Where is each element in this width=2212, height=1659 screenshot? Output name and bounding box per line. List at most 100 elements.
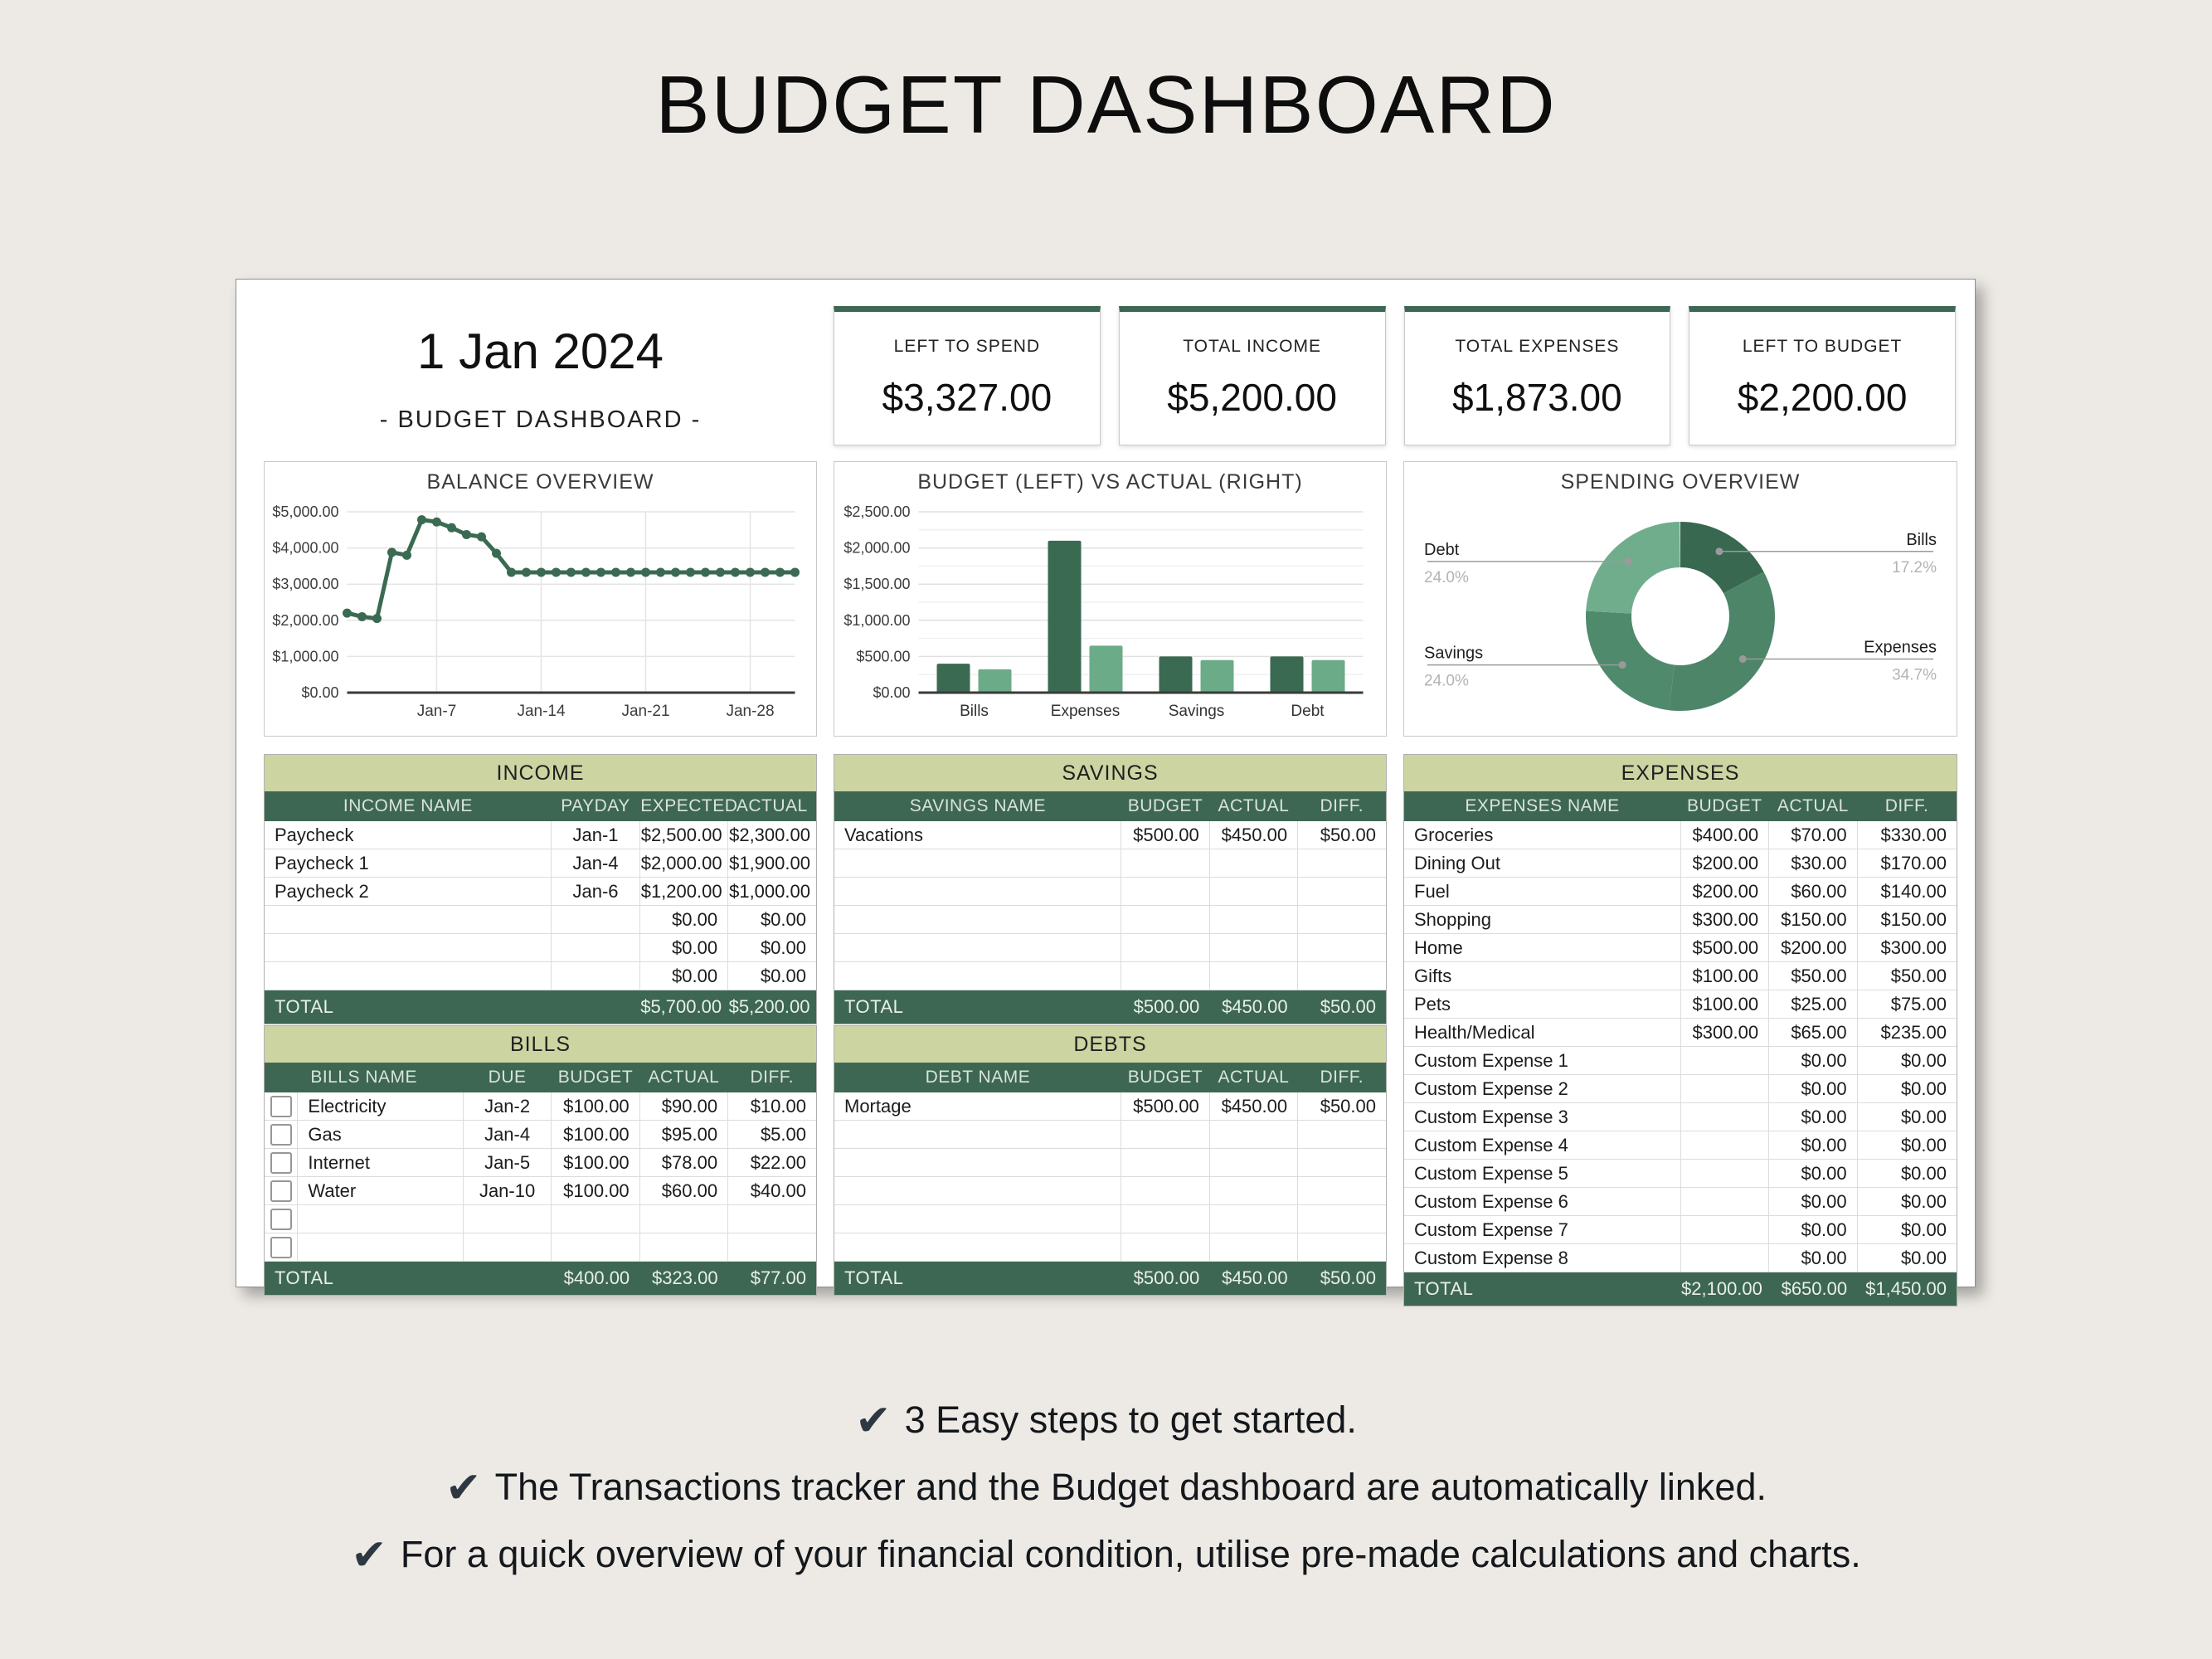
table-cell[interactable]: Custom Expense 7	[1404, 1215, 1681, 1244]
table-cell[interactable]	[834, 1233, 1122, 1262]
table-cell[interactable]: $100.00	[1680, 990, 1770, 1019]
table-cell[interactable]: $22.00	[727, 1148, 816, 1177]
table-cell[interactable]: $0.00	[639, 905, 729, 934]
table-cell[interactable]: $65.00	[1768, 1018, 1858, 1047]
table-cell[interactable]: $100.00	[551, 1176, 640, 1205]
table-cell[interactable]: Mortage	[834, 1092, 1122, 1121]
table-cell[interactable]: $30.00	[1768, 849, 1858, 878]
table-cell[interactable]: $0.00	[1768, 1215, 1858, 1244]
table-cell[interactable]: $70.00	[1768, 821, 1858, 849]
table-cell[interactable]	[1680, 1046, 1770, 1075]
table-cell[interactable]: $200.00	[1680, 849, 1770, 878]
table-cell[interactable]	[1121, 1204, 1210, 1233]
table-cell[interactable]: $1,900.00	[727, 849, 816, 878]
table-cell[interactable]	[1680, 1159, 1770, 1188]
table-cell[interactable]: Custom Expense 5	[1404, 1159, 1681, 1188]
table-cell[interactable]: $0.00	[1857, 1102, 1957, 1131]
table-cell[interactable]	[551, 1204, 640, 1233]
table-cell[interactable]	[1297, 849, 1386, 878]
table-cell[interactable]: $0.00	[1857, 1243, 1957, 1272]
table-cell[interactable]: Jan-2	[463, 1092, 552, 1121]
table-cell[interactable]	[1680, 1243, 1770, 1272]
table-cell[interactable]	[1209, 849, 1299, 878]
table-cell[interactable]: $0.00	[639, 961, 729, 990]
table-cell[interactable]: $450.00	[1209, 1092, 1299, 1121]
table-cell[interactable]: $0.00	[1768, 1159, 1858, 1188]
table-cell[interactable]: $450.00	[1209, 821, 1299, 849]
table-cell[interactable]: Custom Expense 6	[1404, 1187, 1681, 1216]
table-cell[interactable]	[1209, 961, 1299, 990]
table-cell[interactable]: Paycheck 1	[265, 849, 552, 878]
table-cell[interactable]	[1209, 1204, 1299, 1233]
table-cell[interactable]	[1121, 1176, 1210, 1205]
table-cell[interactable]	[834, 1148, 1122, 1177]
table-cell[interactable]: $0.00	[1768, 1102, 1858, 1131]
table-cell[interactable]: Home	[1404, 933, 1681, 962]
checkbox[interactable]	[270, 1209, 292, 1231]
table-cell[interactable]: $0.00	[1857, 1215, 1957, 1244]
table-cell[interactable]: $500.00	[1121, 821, 1210, 849]
table-cell[interactable]: $5.00	[727, 1120, 816, 1149]
table-cell[interactable]: Custom Expense 2	[1404, 1074, 1681, 1103]
table-cell[interactable]	[1121, 961, 1210, 990]
table-cell[interactable]: $170.00	[1857, 849, 1957, 878]
table-cell[interactable]: $1,000.00	[727, 877, 816, 906]
table-cell[interactable]	[1209, 1176, 1299, 1205]
table-cell[interactable]: Electricity	[297, 1092, 464, 1121]
table-cell[interactable]	[1297, 961, 1386, 990]
table-cell[interactable]	[727, 1204, 816, 1233]
table-cell[interactable]: $0.00	[639, 933, 729, 962]
table-cell[interactable]: $1,200.00	[639, 877, 729, 906]
table-cell[interactable]: Jan-5	[463, 1148, 552, 1177]
table-cell[interactable]	[639, 1204, 729, 1233]
table-cell[interactable]	[463, 1233, 552, 1262]
table-cell[interactable]: $235.00	[1857, 1018, 1957, 1047]
table-cell[interactable]	[1297, 1204, 1386, 1233]
table-cell[interactable]	[1680, 1131, 1770, 1160]
table-cell[interactable]	[551, 905, 640, 934]
table-cell[interactable]: Dining Out	[1404, 849, 1681, 878]
table-cell[interactable]: $100.00	[551, 1092, 640, 1121]
table-cell[interactable]: $500.00	[1680, 933, 1770, 962]
table-cell[interactable]	[551, 933, 640, 962]
table-cell[interactable]: Vacations	[834, 821, 1122, 849]
table-cell[interactable]	[1209, 877, 1299, 906]
table-cell[interactable]	[1680, 1074, 1770, 1103]
table-cell[interactable]	[727, 1233, 816, 1262]
table-cell[interactable]	[834, 1204, 1122, 1233]
table-cell[interactable]: $0.00	[1857, 1074, 1957, 1103]
table-cell[interactable]: $50.00	[1297, 1092, 1386, 1121]
table-cell[interactable]: Groceries	[1404, 821, 1681, 849]
table-cell[interactable]: Fuel	[1404, 877, 1681, 906]
table-cell[interactable]: Paycheck	[265, 821, 552, 849]
table-cell[interactable]: Custom Expense 1	[1404, 1046, 1681, 1075]
table-cell[interactable]: $0.00	[1768, 1046, 1858, 1075]
table-cell[interactable]: $300.00	[1680, 1018, 1770, 1047]
table-cell[interactable]	[1121, 877, 1210, 906]
table-cell[interactable]	[639, 1233, 729, 1262]
table-cell[interactable]	[297, 1204, 464, 1233]
table-cell[interactable]	[1121, 1233, 1210, 1262]
table-cell[interactable]: Jan-1	[551, 821, 640, 849]
checkbox[interactable]	[270, 1180, 292, 1203]
table-cell[interactable]: $0.00	[1857, 1159, 1957, 1188]
table-cell[interactable]: Internet	[297, 1148, 464, 1177]
table-cell[interactable]: $50.00	[1297, 821, 1386, 849]
table-cell[interactable]: Paycheck 2	[265, 877, 552, 906]
table-cell[interactable]: $0.00	[1857, 1046, 1957, 1075]
table-cell[interactable]: $60.00	[1768, 877, 1858, 906]
table-cell[interactable]: Health/Medical	[1404, 1018, 1681, 1047]
table-cell[interactable]	[1121, 933, 1210, 962]
table-cell[interactable]: Jan-4	[463, 1120, 552, 1149]
table-cell[interactable]: $200.00	[1680, 877, 1770, 906]
table-cell[interactable]	[1297, 1120, 1386, 1149]
table-cell[interactable]	[834, 933, 1122, 962]
table-cell[interactable]	[1209, 905, 1299, 934]
table-cell[interactable]: Jan-10	[463, 1176, 552, 1205]
table-cell[interactable]: Pets	[1404, 990, 1681, 1019]
table-cell[interactable]: $330.00	[1857, 821, 1957, 849]
table-cell[interactable]: $75.00	[1857, 990, 1957, 1019]
table-cell[interactable]: $100.00	[1680, 961, 1770, 990]
table-cell[interactable]: $10.00	[727, 1092, 816, 1121]
table-cell[interactable]	[1297, 1233, 1386, 1262]
